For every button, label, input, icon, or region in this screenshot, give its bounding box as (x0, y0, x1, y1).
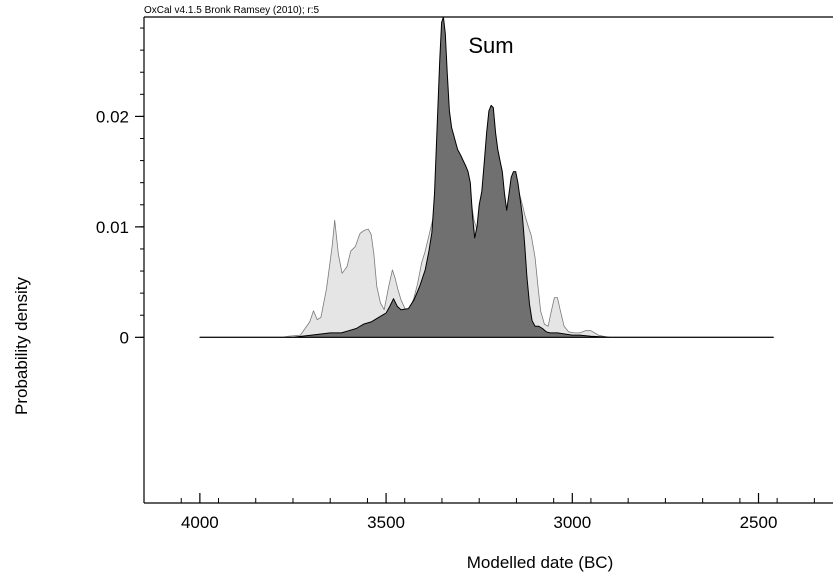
oxcal-credit: OxCal v4.1.5 Bronk Ramsey (2010); r:5 (144, 5, 320, 16)
y-tick-label: 0.01 (96, 218, 129, 237)
x-axis-label: Modelled date (BC) (467, 553, 613, 572)
x-tick-label: 3000 (553, 513, 591, 532)
x-minor-ticks (143, 498, 815, 503)
x-tick-label: 2500 (740, 513, 778, 532)
x-major-ticks (199, 493, 760, 503)
x-tick-label: 4000 (181, 513, 219, 532)
y-tick-label: 0.02 (96, 107, 129, 126)
x-tick-label: 3500 (367, 513, 405, 532)
y-major-ticks (135, 115, 144, 338)
posterior-distribution-area (199, 16, 774, 338)
chart-title: Sum (468, 33, 513, 58)
y-axis-label: Probability density (12, 277, 31, 415)
x-tick-labels: 4000 3500 3000 2500 (181, 513, 777, 532)
y-tick-label: 0 (120, 328, 129, 347)
y-tick-labels: 0 0.01 0.02 (96, 107, 129, 347)
